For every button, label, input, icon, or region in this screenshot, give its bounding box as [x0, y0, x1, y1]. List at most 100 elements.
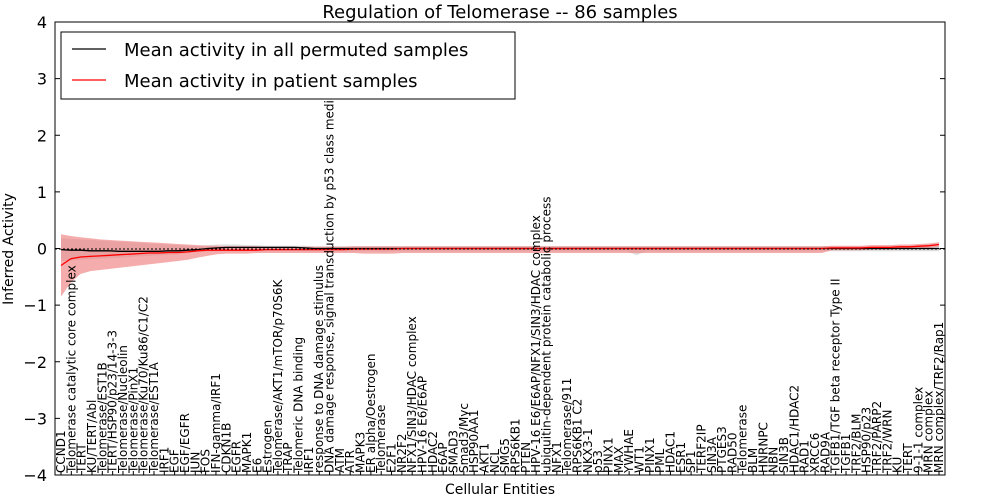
- x-tick-label: RPS6KB1: [509, 418, 523, 473]
- y-tick-label: −2: [23, 353, 47, 372]
- x-tick-label: YWHAE: [622, 429, 636, 474]
- x-tick-label: SIN3A: [705, 436, 719, 473]
- x-tick-label: Telomerase/AKT1/mTOR/p70S6K: [271, 278, 285, 474]
- x-tick-label: CDKN1B: [219, 423, 233, 473]
- x-tick-label: SMG5: [498, 438, 512, 473]
- x-tick-label: E6AP: [436, 442, 450, 473]
- x-tick-label: FOS: [199, 449, 213, 473]
- x-tick-label: TERT: [901, 443, 915, 474]
- x-tick-label: Telomerase/911: [560, 378, 574, 474]
- x-tick-label: KU/TERT/Abl: [85, 400, 99, 473]
- x-tick-label: PINX1: [602, 437, 616, 473]
- x-tick-label: EGF/EGFR: [178, 413, 192, 473]
- x-tick-label: TRF2/WRN: [880, 410, 894, 474]
- x-tick-label: IRF1: [302, 447, 316, 473]
- x-tick-label: PTGES3: [715, 426, 729, 473]
- x-tick-label: ATR: [343, 450, 357, 473]
- x-tick-label: EGF: [168, 449, 182, 473]
- y-tick-label: 3: [37, 70, 47, 89]
- x-tick-label: HDAC1: [663, 431, 677, 473]
- x-tick-label: NR2F2: [395, 434, 409, 474]
- x-tick-label: TRF2/PARP2: [870, 401, 884, 474]
- x-tick-label: TRAP: [281, 442, 295, 474]
- x-tick-label: PML: [653, 448, 667, 473]
- x-tick-label: NCL: [488, 449, 502, 473]
- x-tick-label: RPS6KB1 C2: [571, 399, 585, 473]
- y-tick-label: 2: [37, 126, 47, 145]
- x-tick-label: ER alpha/Oestrogen: [364, 354, 378, 473]
- x-tick-label: Smad3/Myc: [457, 403, 471, 473]
- x-tick-label: Telomerase: [374, 405, 388, 474]
- x-tick-label: Telomerase/EST1B: [95, 362, 109, 474]
- x-tick-label: Estrogen: [261, 420, 275, 473]
- x-tick-label: SP1: [684, 451, 698, 474]
- x-tick-label: Telomerase catalytic core complex: [64, 265, 78, 474]
- confidence-band-1: [61, 234, 939, 297]
- x-tick-label: AKT1: [478, 443, 492, 473]
- x-tick-label: TGFB1: [839, 434, 853, 474]
- x-tick-label: RAD1: [798, 440, 812, 473]
- x-tick-label: TERT: [75, 443, 89, 474]
- x-tick-label: response to DNA damage stimulus: [312, 265, 326, 473]
- x-tick-label: JUN: [188, 452, 202, 474]
- x-tick-label: TERT/HSP90/p23/14-3-3: [106, 330, 120, 474]
- x-tick-label: Telomerase/Nucleolin: [116, 345, 130, 474]
- legend: Mean activity in all permuted samples Me…: [60, 31, 516, 100]
- chart-title: Regulation of Telomerase -- 86 samples: [322, 2, 677, 23]
- x-tick-label: p53: [591, 450, 605, 473]
- x-tick-label: NKX3-1: [581, 428, 595, 473]
- x-tick-label: Telomerase/EST1A: [147, 361, 161, 474]
- x-tick-label: RAD50: [725, 432, 739, 473]
- x-tick-label: Telomerase/PinX1: [126, 367, 140, 474]
- x-tick-label: PTEN: [519, 442, 533, 473]
- x-tick-label: E6: [250, 458, 264, 473]
- x-tick-label: E2F1: [385, 443, 399, 473]
- x-tick-label: NFX1: [550, 441, 564, 473]
- x-tick-label: DNA damage response, signal transduction…: [323, 76, 337, 473]
- x-tick-label: 9-1-1 complex: [911, 387, 925, 473]
- x-tick-label: EGFR: [230, 441, 244, 473]
- x-tick-label: CCND1: [54, 430, 68, 473]
- x-tick-label: BLM: [746, 448, 760, 473]
- y-axis-label: Inferred Activity: [1, 193, 17, 305]
- x-tick-label: Telomerase/Ku70/Ku86/C1/C2: [137, 296, 151, 474]
- legend-label-patient: Mean activity in patient samples: [124, 71, 418, 92]
- legend-label-permuted: Mean activity in all permuted samples: [124, 40, 468, 61]
- y-tick-label: −1: [23, 296, 47, 315]
- x-tick-label: MAPK1: [240, 432, 254, 473]
- y-tick-label: 1: [37, 183, 47, 202]
- x-tick-label: XRCC6: [808, 433, 822, 473]
- legend-box: [60, 31, 516, 100]
- x-tick-label: ESR1: [674, 442, 688, 473]
- x-tick-label: MRN complex/TRF2/Rap1: [932, 322, 946, 473]
- x-tick-label: MAX: [612, 446, 626, 473]
- x-tick-label: HPV-16 E6/E6AP: [416, 376, 430, 473]
- x-tick-label: SIN3B: [777, 437, 791, 473]
- x-tick-label: HDAC1/HDAC2: [787, 385, 801, 473]
- x-tick-label: HPV-16 E6/E6AP/NFX1/SIN3/HDAC complex: [529, 215, 543, 473]
- x-tick-label: ubiquitin-dependent protein catabolic pr…: [540, 197, 554, 473]
- x-tick-label: IFN-gamma/IRF1: [209, 373, 223, 473]
- x-tick-label: HSP90AA1: [467, 409, 481, 473]
- x-tick-label: Telomerase: [736, 405, 750, 474]
- x-tick-label: TRF2/BLM: [849, 413, 863, 474]
- x-tick-label: NFX1/SIN3/HDAC complex: [405, 316, 419, 473]
- x-tick-label: HNRNPC: [756, 422, 770, 473]
- x-tick-label: TGFB1/TGF beta receptor Type II: [829, 278, 843, 474]
- y-tick-label: −3: [23, 409, 47, 428]
- y-tick-label: −4: [23, 466, 47, 485]
- x-tick-label: PINX1: [643, 437, 657, 473]
- x-tick-label: HDAC2: [426, 431, 440, 473]
- x-tick-label: SMAD3: [447, 430, 461, 473]
- x-tick-label: HSP90/p23: [860, 407, 874, 473]
- x-tick-label: NBN: [767, 447, 781, 473]
- x-tick-label: WT1: [632, 446, 646, 473]
- x-axis-label: Cellular Entities: [445, 482, 555, 498]
- x-tick-label: MAPK3: [354, 432, 368, 473]
- x-tick-label: MRN complex: [922, 391, 936, 473]
- x-tick-label: RAD9A: [818, 431, 832, 473]
- x-tick-label: IRF1: [157, 447, 171, 473]
- x-tick-label: TERF2IP: [694, 424, 708, 474]
- y-tick-label: 0: [37, 240, 47, 259]
